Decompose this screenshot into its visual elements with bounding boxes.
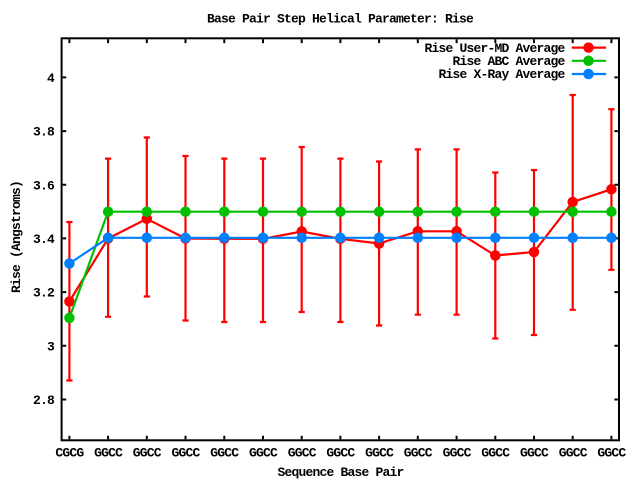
svg-text:Rise ABC Average: Rise ABC Average xyxy=(452,54,565,69)
svg-text:GGCC: GGCC xyxy=(288,446,317,461)
svg-text:GGCC: GGCC xyxy=(404,446,433,461)
svg-text:Sequence Base Pair: Sequence Base Pair xyxy=(277,465,403,480)
svg-text:GGCC: GGCC xyxy=(520,446,549,461)
svg-text:4: 4 xyxy=(47,71,55,86)
svg-text:GGCC: GGCC xyxy=(210,446,239,461)
svg-text:GGCC: GGCC xyxy=(481,446,510,461)
svg-text:Rise User-MD Average: Rise User-MD Average xyxy=(424,41,565,56)
svg-text:3.6: 3.6 xyxy=(33,178,55,193)
svg-text:GGCC: GGCC xyxy=(559,446,588,461)
svg-text:GGCC: GGCC xyxy=(326,446,355,461)
svg-text:Base Pair Step Helical Paramet: Base Pair Step Helical Parameter: Rise xyxy=(207,12,474,27)
svg-text:3.2: 3.2 xyxy=(33,286,55,301)
svg-text:Rise (Angstroms): Rise (Angstroms) xyxy=(9,181,24,293)
svg-text:GGCC: GGCC xyxy=(249,446,278,461)
svg-text:GGCC: GGCC xyxy=(365,446,394,461)
svg-text:GGCC: GGCC xyxy=(171,446,200,461)
svg-text:GGCC: GGCC xyxy=(443,446,472,461)
svg-text:CGCG: CGCG xyxy=(55,446,84,461)
svg-text:Rise X-Ray Average: Rise X-Ray Average xyxy=(438,67,565,82)
svg-text:3: 3 xyxy=(47,339,55,354)
svg-text:3.8: 3.8 xyxy=(33,125,55,140)
svg-text:GGCC: GGCC xyxy=(94,446,123,461)
svg-text:GGCC: GGCC xyxy=(133,446,162,461)
svg-text:3.4: 3.4 xyxy=(33,232,55,247)
svg-text:2.8: 2.8 xyxy=(33,393,55,408)
svg-text:GGCC: GGCC xyxy=(597,446,626,461)
